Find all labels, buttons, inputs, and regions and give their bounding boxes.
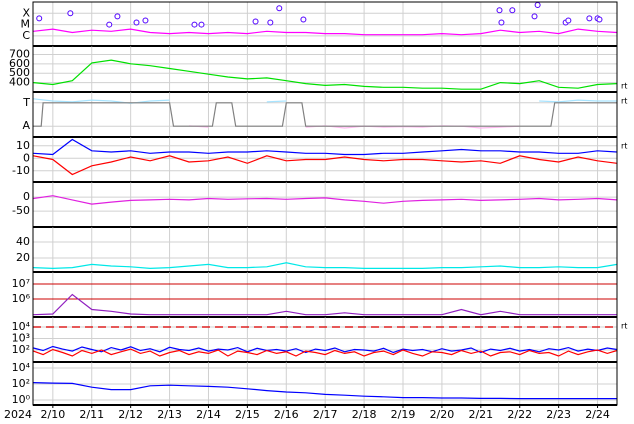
y-tick-label: X xyxy=(22,6,30,19)
x-tick-label: 2/18 xyxy=(352,408,377,421)
x-tick-label: 2/15 xyxy=(235,408,260,421)
event-marker xyxy=(534,2,541,9)
series-line xyxy=(33,262,618,270)
y-tick-label: 20 xyxy=(16,251,30,264)
event-marker xyxy=(531,13,538,20)
annotation: rt xyxy=(621,97,627,106)
y-tick-label: 10² xyxy=(12,377,30,390)
event-marker xyxy=(596,16,603,23)
series-line xyxy=(33,155,618,176)
x-tick-label: 2/12 xyxy=(118,408,143,421)
series-line xyxy=(33,348,618,357)
series-line xyxy=(33,98,617,104)
series-line xyxy=(33,195,618,205)
x-axis-label: 2024 xyxy=(4,408,32,421)
y-tick-label: 10⁰ xyxy=(12,393,31,406)
x-tick-label: 2/10 xyxy=(40,408,65,421)
x-tick-label: 2/16 xyxy=(274,408,299,421)
event-marker xyxy=(133,19,140,26)
event-marker xyxy=(142,17,149,24)
y-tick-label: T xyxy=(22,96,30,109)
y-tick-label: 10² xyxy=(12,343,30,356)
y-tick-label: M xyxy=(21,18,31,31)
y-tick-label: 10⁷ xyxy=(12,277,30,290)
series-line xyxy=(33,102,617,127)
y-tick-label: 0 xyxy=(23,190,30,203)
x-tick-label: 2/22 xyxy=(507,408,532,421)
y-tick-label: 700 xyxy=(9,47,30,60)
y-tick-label: 10 xyxy=(16,139,30,152)
y-tick-label: C xyxy=(22,29,30,42)
y-tick-label: 500 xyxy=(9,66,30,79)
y-tick-label: 400 xyxy=(9,76,30,89)
x-tick-label: 2/24 xyxy=(585,408,610,421)
series-line xyxy=(33,138,618,156)
y-tick-label: A xyxy=(22,119,30,132)
x-tick-label: 2/14 xyxy=(196,408,221,421)
y-tick-label: 10⁶ xyxy=(12,292,31,305)
x-tick-label: 2/23 xyxy=(546,408,571,421)
y-tick-label: -10 xyxy=(12,164,30,177)
y-tick-label: -50 xyxy=(12,204,30,217)
annotation: rt xyxy=(621,322,627,331)
event-marker xyxy=(565,17,572,24)
y-tick-label: 0 xyxy=(23,151,30,164)
event-marker xyxy=(67,10,74,17)
series-line xyxy=(33,382,617,400)
event-marker xyxy=(106,21,113,28)
annotation: rt xyxy=(621,142,627,151)
event-marker xyxy=(586,15,593,22)
event-marker xyxy=(267,19,274,26)
x-tick-label: 2/20 xyxy=(430,408,455,421)
event-marker xyxy=(498,19,505,26)
event-marker xyxy=(276,5,283,12)
event-marker xyxy=(114,13,121,20)
y-tick-label: 10⁴ xyxy=(12,320,31,333)
x-tick-label: 2/21 xyxy=(468,408,493,421)
x-tick-label: 2/17 xyxy=(313,408,338,421)
series-line xyxy=(33,293,617,316)
event-marker xyxy=(496,7,503,14)
event-marker xyxy=(191,21,198,28)
x-tick-label: 2/13 xyxy=(157,408,182,421)
y-tick-label: 10⁴ xyxy=(12,361,31,374)
y-tick-label: 40 xyxy=(16,235,30,248)
y-tick-label: 10³ xyxy=(12,331,30,344)
event-marker xyxy=(198,21,205,28)
x-tick-label: 2/11 xyxy=(79,408,104,421)
event-marker xyxy=(252,18,259,25)
event-marker xyxy=(300,16,307,23)
series-line xyxy=(33,28,618,36)
x-tick-label: 2/19 xyxy=(391,408,416,421)
series-line xyxy=(33,59,618,90)
event-marker xyxy=(509,7,516,14)
series-line xyxy=(33,345,618,354)
y-tick-label: 600 xyxy=(9,57,30,70)
event-marker xyxy=(36,15,43,22)
annotation: rt xyxy=(621,82,627,91)
